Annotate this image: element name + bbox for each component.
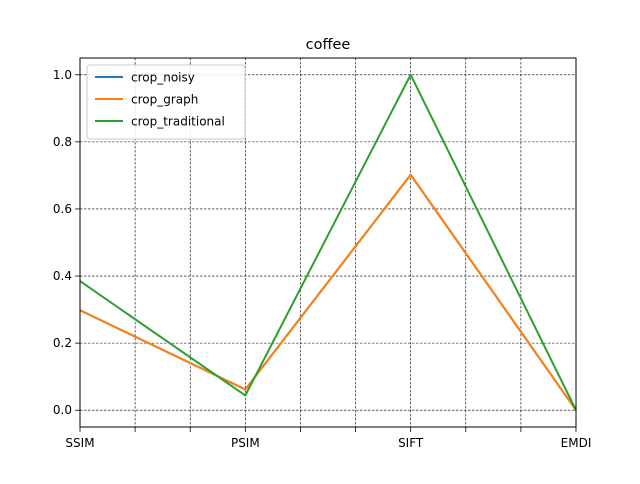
series-lines [79, 73, 577, 411]
legend-box [86, 64, 246, 140]
legend-label-crop-noisy: crop_noisy [131, 71, 195, 85]
y-tick-label: 0.0 [53, 403, 72, 417]
plot-frame [79, 57, 577, 428]
series-line-crop-traditional [79, 73, 577, 411]
y-tick-label: 0.4 [53, 269, 72, 283]
x-tick-label: EMDI [561, 436, 592, 450]
axes: SSIM PSIM SIFT EMDI 0.0 0.2 0.4 0.6 0.8 1.0 [53, 57, 592, 450]
y-tick-label: 0.2 [53, 336, 72, 350]
legend-label-crop-graph: crop_graph [131, 93, 198, 107]
y-tick-label: 1.0 [53, 68, 72, 82]
x-tick-label: SIFT [398, 436, 424, 450]
y-tick-label: 0.8 [53, 135, 72, 149]
legend-label-crop-traditional: crop_traditional [131, 115, 225, 129]
chart-title: coffee [306, 37, 351, 53]
series-line-crop-graph [79, 173, 577, 411]
x-tick-label: PSIM [231, 436, 260, 450]
y-tick-label: 0.6 [53, 202, 72, 216]
legend: crop_noisy crop_graph crop_traditional [86, 64, 246, 140]
x-tick-label: SSIM [65, 436, 94, 450]
